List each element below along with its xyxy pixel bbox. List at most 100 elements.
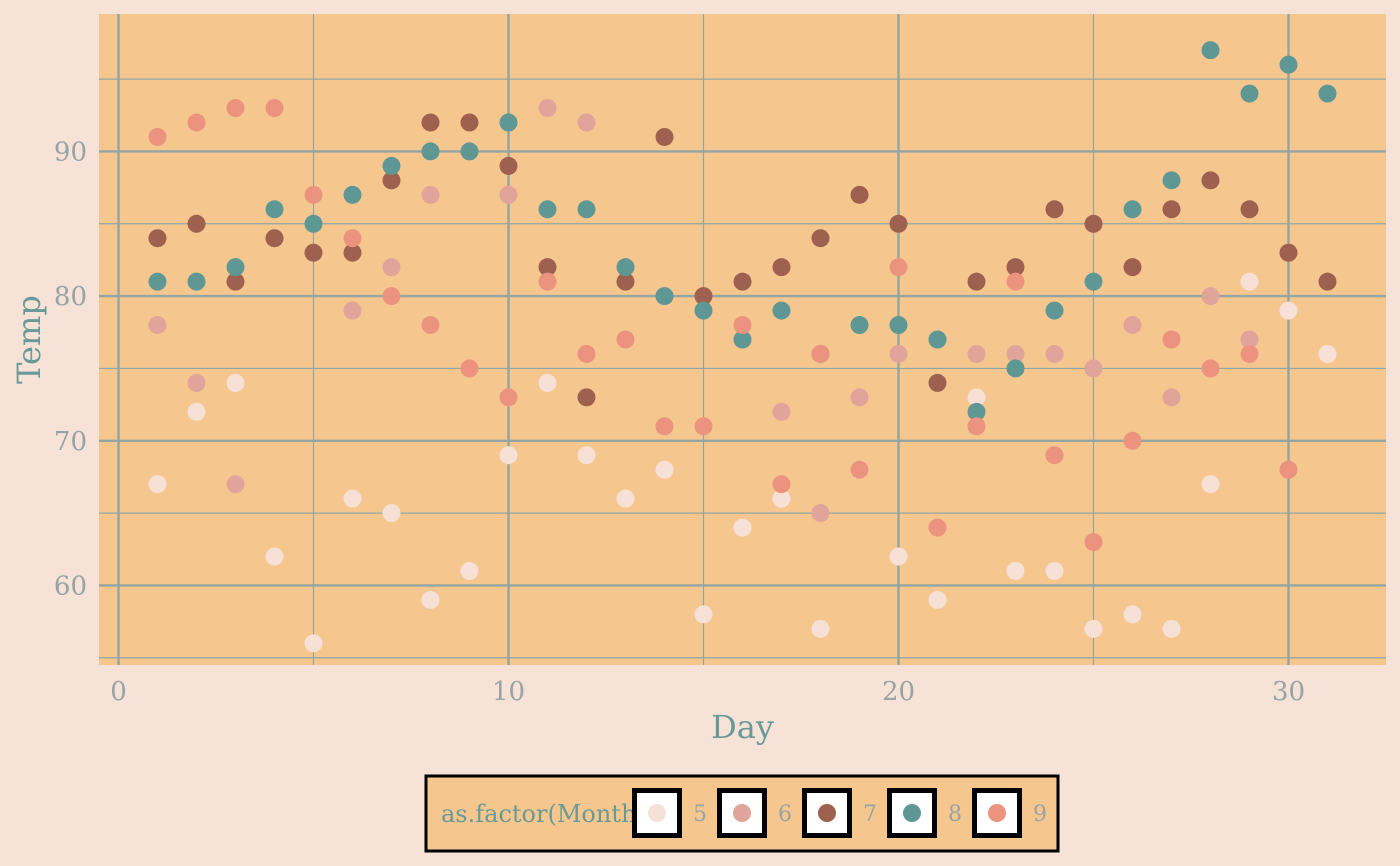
legend-swatch [903,804,921,822]
data-point-month-7 [577,388,596,407]
data-points [148,41,1337,653]
data-point-month-6 [1084,359,1103,378]
data-point-month-8 [538,200,557,219]
data-point-month-6 [538,99,557,118]
y-tick-label: 90 [54,137,87,167]
data-point-month-7 [1318,272,1337,291]
x-tick-label: 0 [110,677,127,707]
data-point-month-5 [304,634,323,653]
y-axis-title: Temp [10,295,48,384]
data-point-month-8 [343,185,362,204]
data-point-month-7 [226,272,245,291]
data-point-month-7 [187,214,206,233]
data-point-month-6 [1162,388,1181,407]
data-point-month-7 [928,373,947,392]
legend-key [802,788,852,838]
data-point-month-9 [304,185,323,204]
legend-swatch [988,804,1006,822]
data-point-month-5 [421,590,440,609]
legend: as.factor(Month) 5 6 7 8 9 [424,774,1060,853]
data-point-month-7 [343,243,362,262]
data-point-month-7 [772,258,791,277]
data-point-month-7 [889,214,908,233]
data-point-month-7 [265,229,284,248]
data-point-month-9 [850,460,869,479]
y-tick-label: 70 [54,427,87,457]
data-point-month-7 [538,258,557,277]
data-point-month-8 [265,200,284,219]
data-point-month-5 [694,605,713,624]
data-point-month-8 [382,156,401,175]
legend-title: as.factor(Month) [441,800,646,828]
legend-label: 8 [948,802,962,827]
data-point-month-8 [499,113,518,132]
data-point-month-5 [967,388,986,407]
legend-key [887,788,937,838]
data-point-month-6 [577,113,596,132]
data-point-month-8 [460,142,479,161]
data-point-month-9 [655,417,674,436]
data-point-month-7 [148,229,167,248]
data-point-month-6 [811,504,830,523]
data-point-month-6 [343,301,362,320]
data-point-month-7 [733,272,752,291]
data-point-month-6 [421,185,440,204]
data-point-month-8 [421,142,440,161]
data-point-month-7 [1045,200,1064,219]
x-axis-title: Day [711,708,774,746]
data-point-month-8 [850,316,869,335]
data-point-month-5 [1279,301,1298,320]
data-point-month-5 [772,489,791,508]
data-point-month-7 [1006,258,1025,277]
data-point-month-9 [148,127,167,146]
y-tick-label: 80 [54,282,87,312]
data-point-month-5 [187,402,206,421]
data-point-month-9 [1240,344,1259,363]
data-point-month-9 [577,344,596,363]
data-point-month-8 [1045,301,1064,320]
data-point-month-9 [889,258,908,277]
data-point-month-7 [694,287,713,306]
data-point-month-9 [928,518,947,537]
data-point-month-6 [889,344,908,363]
data-point-month-8 [616,258,635,277]
data-point-month-7 [1123,258,1142,277]
data-point-month-9 [772,475,791,494]
data-point-month-6 [187,373,206,392]
data-point-month-8 [148,272,167,291]
data-point-month-8 [577,200,596,219]
data-point-month-8 [1123,200,1142,219]
x-axis-ticks: 0 10 20 30 [110,677,1305,707]
data-point-month-8 [1318,84,1337,103]
data-point-month-5 [1123,605,1142,624]
data-point-month-8 [772,301,791,320]
y-tick-label: 60 [54,571,87,601]
data-point-month-5 [1162,619,1181,638]
data-point-month-9 [1045,446,1064,465]
data-point-month-5 [538,373,557,392]
data-point-month-9 [382,287,401,306]
data-point-month-8 [967,402,986,421]
data-point-month-5 [1045,561,1064,580]
data-point-month-5 [733,518,752,537]
data-point-month-6 [1006,344,1025,363]
data-point-month-7 [616,272,635,291]
data-point-month-6 [772,402,791,421]
data-point-month-6 [850,388,869,407]
data-point-month-5 [226,373,245,392]
data-point-month-8 [226,258,245,277]
data-point-month-9 [1006,272,1025,291]
data-point-month-8 [1006,359,1025,378]
data-point-month-5 [889,547,908,566]
data-point-month-8 [928,330,947,349]
data-point-month-9 [811,344,830,363]
y-axis-ticks: 60 70 80 90 [54,137,87,601]
data-point-month-7 [811,229,830,248]
data-point-month-9 [538,272,557,291]
data-point-month-7 [460,113,479,132]
data-point-month-5 [811,619,830,638]
data-point-month-5 [499,446,518,465]
data-point-month-5 [616,489,635,508]
legend-swatch [648,804,666,822]
